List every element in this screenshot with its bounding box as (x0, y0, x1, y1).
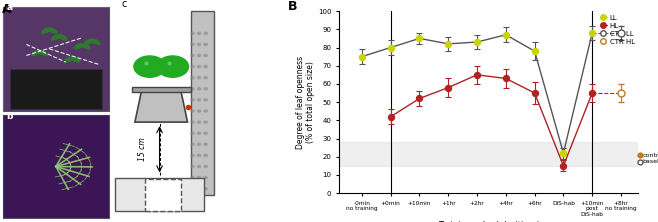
Ellipse shape (65, 57, 76, 61)
Circle shape (197, 99, 201, 101)
Ellipse shape (64, 57, 74, 62)
Text: B: B (288, 0, 297, 13)
Circle shape (204, 77, 207, 79)
Ellipse shape (32, 50, 41, 56)
Ellipse shape (58, 35, 67, 40)
Bar (339, 142, 638, 166)
Ellipse shape (81, 44, 90, 49)
Circle shape (204, 143, 207, 145)
Bar (3, 115, 109, 218)
Text: c: c (122, 0, 127, 9)
Ellipse shape (34, 51, 45, 54)
Ellipse shape (66, 57, 78, 60)
Circle shape (197, 65, 201, 68)
Circle shape (197, 32, 201, 34)
Text: b: b (7, 112, 13, 121)
Circle shape (204, 43, 207, 46)
Bar (191, 11, 214, 195)
Circle shape (134, 56, 166, 77)
Circle shape (191, 154, 194, 157)
Circle shape (197, 132, 201, 134)
Polygon shape (135, 91, 188, 122)
Ellipse shape (86, 40, 98, 42)
Circle shape (204, 188, 207, 190)
Circle shape (204, 110, 207, 112)
Ellipse shape (43, 29, 55, 31)
Circle shape (191, 32, 194, 34)
Ellipse shape (85, 40, 96, 43)
Circle shape (204, 65, 207, 68)
Circle shape (197, 154, 201, 157)
Bar (10, 69, 102, 109)
Circle shape (204, 121, 207, 123)
Circle shape (197, 121, 201, 123)
Circle shape (197, 88, 201, 90)
Circle shape (191, 54, 194, 57)
Ellipse shape (74, 44, 84, 49)
Circle shape (204, 54, 207, 57)
Circle shape (157, 56, 188, 77)
Ellipse shape (52, 35, 63, 39)
Circle shape (197, 54, 201, 57)
Ellipse shape (53, 35, 65, 38)
Circle shape (204, 132, 207, 134)
Bar (3, 7, 109, 111)
Circle shape (197, 77, 201, 79)
Circle shape (191, 132, 194, 134)
Circle shape (204, 32, 207, 34)
Ellipse shape (84, 39, 93, 45)
Ellipse shape (38, 50, 47, 56)
Ellipse shape (42, 28, 53, 32)
Circle shape (204, 165, 207, 168)
Circle shape (191, 88, 194, 90)
Circle shape (191, 176, 194, 179)
Ellipse shape (41, 28, 51, 34)
Circle shape (204, 176, 207, 179)
Circle shape (197, 176, 201, 179)
Circle shape (197, 43, 201, 46)
Ellipse shape (36, 51, 47, 54)
Circle shape (191, 77, 194, 79)
Bar (145, 179, 181, 211)
Circle shape (197, 165, 201, 168)
Ellipse shape (75, 44, 86, 48)
Ellipse shape (45, 28, 57, 32)
Ellipse shape (68, 57, 80, 61)
Ellipse shape (55, 35, 66, 39)
Circle shape (197, 143, 201, 145)
Circle shape (204, 99, 207, 101)
Text: 15 cm: 15 cm (138, 137, 147, 161)
Ellipse shape (51, 35, 61, 40)
Circle shape (204, 88, 207, 90)
Text: control
baseline: control baseline (643, 153, 658, 164)
Circle shape (191, 143, 194, 145)
Ellipse shape (78, 44, 89, 48)
Circle shape (191, 65, 194, 68)
X-axis label: Training schedule (time): Training schedule (time) (438, 221, 540, 222)
Circle shape (197, 188, 201, 190)
Bar (132, 87, 191, 92)
Ellipse shape (32, 51, 43, 54)
Circle shape (191, 121, 194, 123)
Ellipse shape (71, 57, 80, 62)
Circle shape (191, 165, 194, 168)
Text: a: a (7, 3, 13, 12)
Bar (115, 178, 204, 211)
Circle shape (204, 154, 207, 157)
Circle shape (191, 43, 194, 46)
Bar (3, 7, 109, 111)
Ellipse shape (76, 44, 88, 47)
Circle shape (197, 110, 201, 112)
Y-axis label: Degree of leaf openness
(% of total open size): Degree of leaf openness (% of total open… (295, 56, 315, 149)
Legend: LL, HL, CTR LL, CTR HL: LL, HL, CTR LL, CTR HL (597, 12, 638, 48)
Ellipse shape (91, 39, 100, 45)
Ellipse shape (88, 40, 99, 43)
Circle shape (191, 188, 194, 190)
Circle shape (191, 110, 194, 112)
Text: A: A (1, 3, 11, 16)
Ellipse shape (48, 28, 57, 34)
Bar (3, 115, 109, 218)
Circle shape (191, 99, 194, 101)
